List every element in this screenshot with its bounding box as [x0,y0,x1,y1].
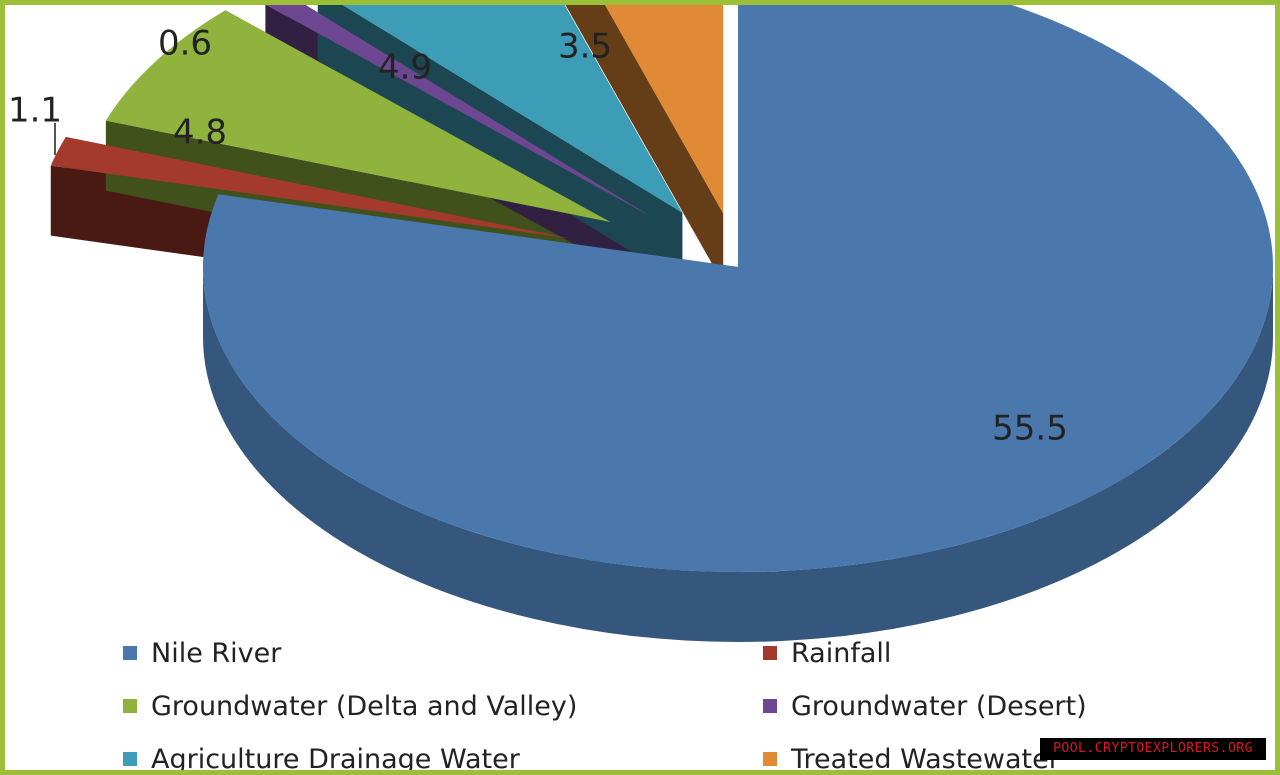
slice-wall-treated-wastewater-0 [565,5,724,284]
pie-chart: 55.5 1.1 4.8 0.6 4.9 3.5 [8,5,1273,642]
slice-rainfall [50,136,571,239]
slice-groundwater-desert [266,5,651,217]
slice-agriculture-drainage-water [342,5,683,213]
legend-label: Groundwater (Desert) [791,690,1087,722]
slice-rim-nile-river-0 [203,267,1273,642]
pie-tops [50,5,1273,572]
legend-item: Groundwater (Delta and Valley) [123,686,577,726]
legend-label: Treated Wastewater [791,743,1060,775]
legend-item: Rainfall [763,633,891,673]
data-label-0: 55.5 [992,409,1068,449]
data-label-1: 1.1 [8,91,62,131]
data-label-3: 0.6 [158,24,212,64]
legend-swatch [763,699,777,713]
legend-label: Agriculture Drainage Water [151,743,520,775]
slice-treated-wastewater [605,5,724,214]
legend-label: Rainfall [791,637,892,669]
legend-label: Nile River [151,637,282,669]
legend-swatch [123,699,137,713]
watermark: POOL.CRYPTOEXPLORERS.ORG [1040,738,1266,760]
legend-label: Groundwater (Delta and Valley) [151,690,578,722]
legend-item: Treated Wastewater [763,739,1060,775]
legend-swatch [763,646,777,660]
slice-nile-river [203,5,1273,572]
legend-swatch [763,752,777,766]
data-label-4: 4.9 [378,48,432,88]
legend-item: Nile River [123,633,281,673]
legend-item: Agriculture Drainage Water [123,739,520,775]
data-label-2: 4.8 [173,113,227,153]
legend-swatch [123,752,137,766]
data-label-5: 3.5 [558,27,612,67]
slice-groundwater-delta-and-valley [105,10,611,223]
legend-swatch [123,646,137,660]
legend-item: Groundwater (Desert) [763,686,1087,726]
